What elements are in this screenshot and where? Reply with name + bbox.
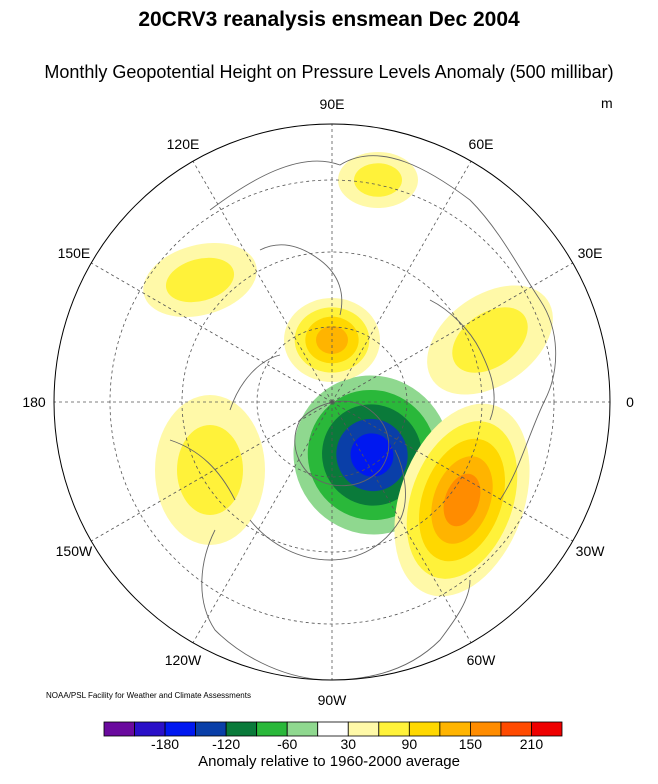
longitude-label: 60E [469, 136, 494, 152]
meridian-line [91, 262, 333, 403]
map-title: 20CRV3 reanalysis ensmean Dec 2004 [138, 8, 520, 31]
map-boundary [53, 123, 611, 681]
longitude-label: 150E [58, 245, 91, 261]
meridian-line [331, 401, 573, 542]
colorbar-tick-label: 30 [340, 736, 357, 752]
map-subtitle: Monthly Geopotential Height on Pressure … [44, 62, 614, 82]
longitude-label: 120W [165, 652, 202, 668]
map-disc [54, 124, 610, 680]
longitude-label: 90W [318, 692, 348, 708]
meridian-line [192, 161, 333, 403]
units-label: m [601, 95, 613, 111]
meridian-line [192, 401, 333, 643]
colorbar-tick-label: -180 [151, 736, 180, 752]
anomaly-contour [452, 307, 528, 373]
anomaly-fields [143, 152, 553, 597]
longitude-labels: 0 30E 60E 90E 120E 150E 180 150W 120W 90W 60W 30W [22, 96, 634, 708]
anomaly-contour [165, 257, 235, 303]
longitude-label: 30E [578, 245, 603, 261]
colorbar-tick-label: -60 [277, 736, 298, 752]
longitude-label: 30W [576, 543, 606, 559]
colorbar-tick-label: 210 [519, 736, 544, 752]
longitude-label: 120E [167, 136, 200, 152]
meridian-line [91, 401, 333, 542]
anomaly-contour [443, 473, 481, 527]
longitude-label: 60W [467, 652, 497, 668]
longitude-label: 90E [320, 96, 345, 112]
meridian-line [331, 262, 573, 403]
meridian-line [331, 161, 472, 403]
colorbar-tick-label: -120 [212, 736, 241, 752]
longitude-label: 180 [22, 394, 46, 410]
colorbar-tick-label: 90 [401, 736, 418, 752]
longitude-label: 150W [56, 543, 93, 559]
anomaly-contour [354, 163, 402, 197]
meridian-line [331, 401, 472, 643]
credit-text: NOAA/PSL Facility for Weather and Climat… [46, 691, 251, 700]
colorbar-tick-label: 150 [458, 736, 483, 752]
colorbar-label: Anomaly relative to 1960-2000 average [198, 753, 460, 770]
anomaly-contour [177, 425, 243, 515]
longitude-label: 0 [626, 394, 634, 410]
